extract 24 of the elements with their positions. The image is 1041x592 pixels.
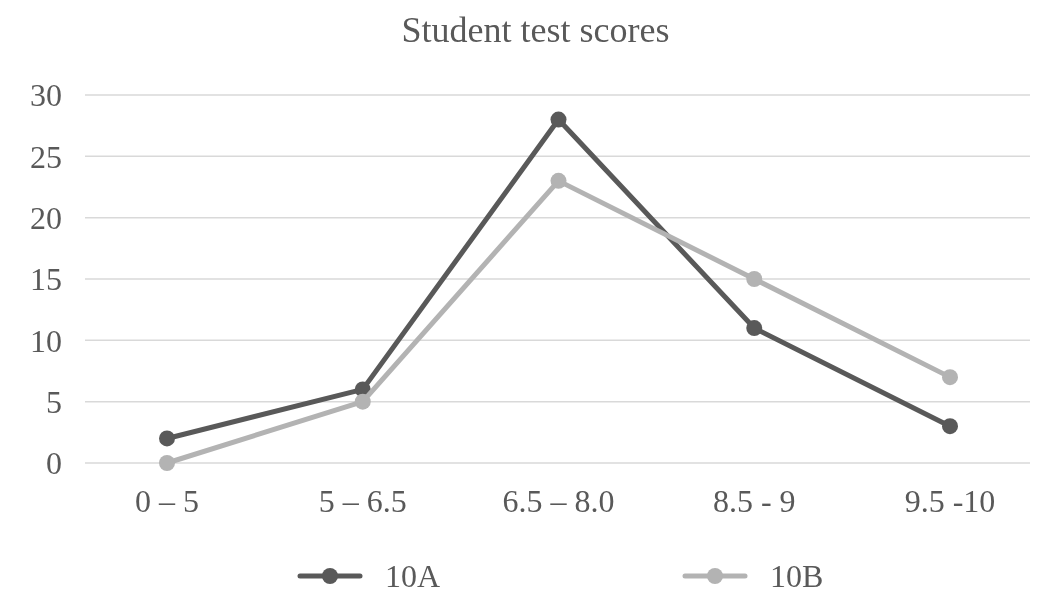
y-tick-label: 0 <box>46 445 62 482</box>
point <box>159 455 175 471</box>
x-tick-label: 0 – 5 <box>135 483 199 519</box>
point <box>550 172 567 189</box>
y-tick-label: 15 <box>30 261 62 298</box>
x-tick-label: 6.5 – 8.0 <box>502 483 615 519</box>
y-tick-label: 20 <box>30 199 62 236</box>
x-tick-label: 8.5 - 9 <box>712 483 796 519</box>
x-tick-label: 5 – 6.5 <box>318 483 407 519</box>
point <box>942 418 958 435</box>
legend-label: 10A <box>385 558 441 592</box>
point <box>942 369 958 386</box>
point <box>354 393 371 410</box>
y-tick-label: 10 <box>30 322 62 359</box>
y-tick-label: 25 <box>30 138 62 175</box>
point <box>746 320 763 337</box>
point <box>550 111 567 128</box>
x-tick-label: 9.5 -10 <box>904 483 996 519</box>
chart-title: Student test scores <box>401 10 670 50</box>
point <box>159 430 175 447</box>
legend-label: 10B <box>770 558 824 592</box>
y-tick-label: 5 <box>46 383 62 420</box>
y-tick-label: 30 <box>30 77 62 114</box>
point <box>746 271 763 287</box>
